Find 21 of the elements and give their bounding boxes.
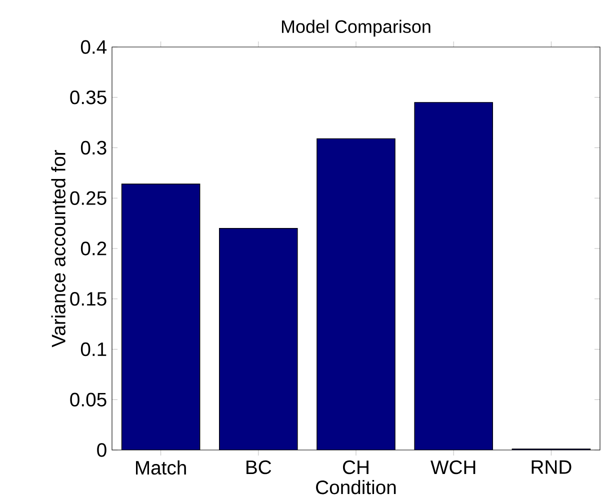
y-tick-label: 0.1 [80,342,106,356]
x-tick-label: CH [342,460,368,474]
y-axis-title: Variance accounted for [51,150,66,348]
bar [316,138,396,450]
y-tick-label: 0.35 [70,90,106,104]
chart-title: Model Comparison [282,20,430,37]
x-tick-label: Match [136,460,186,475]
y-tick-label: 0.2 [80,242,106,256]
y-tick-label: 0 [97,443,106,457]
y-tick-label: 0.3 [80,140,106,155]
bar [414,102,493,450]
x-tick-label: BC [246,460,272,474]
bar [122,184,200,450]
bar [219,228,298,450]
y-tick-label: 0.4 [80,40,107,54]
x-tick-label: RND [532,460,572,474]
x-tick-label: WCH [430,460,476,474]
x-axis-title: Condition [316,480,396,494]
y-tick-label: 0.05 [70,392,106,406]
y-tick-label: 0.15 [70,292,106,306]
y-tick-label: 0.25 [70,191,106,205]
